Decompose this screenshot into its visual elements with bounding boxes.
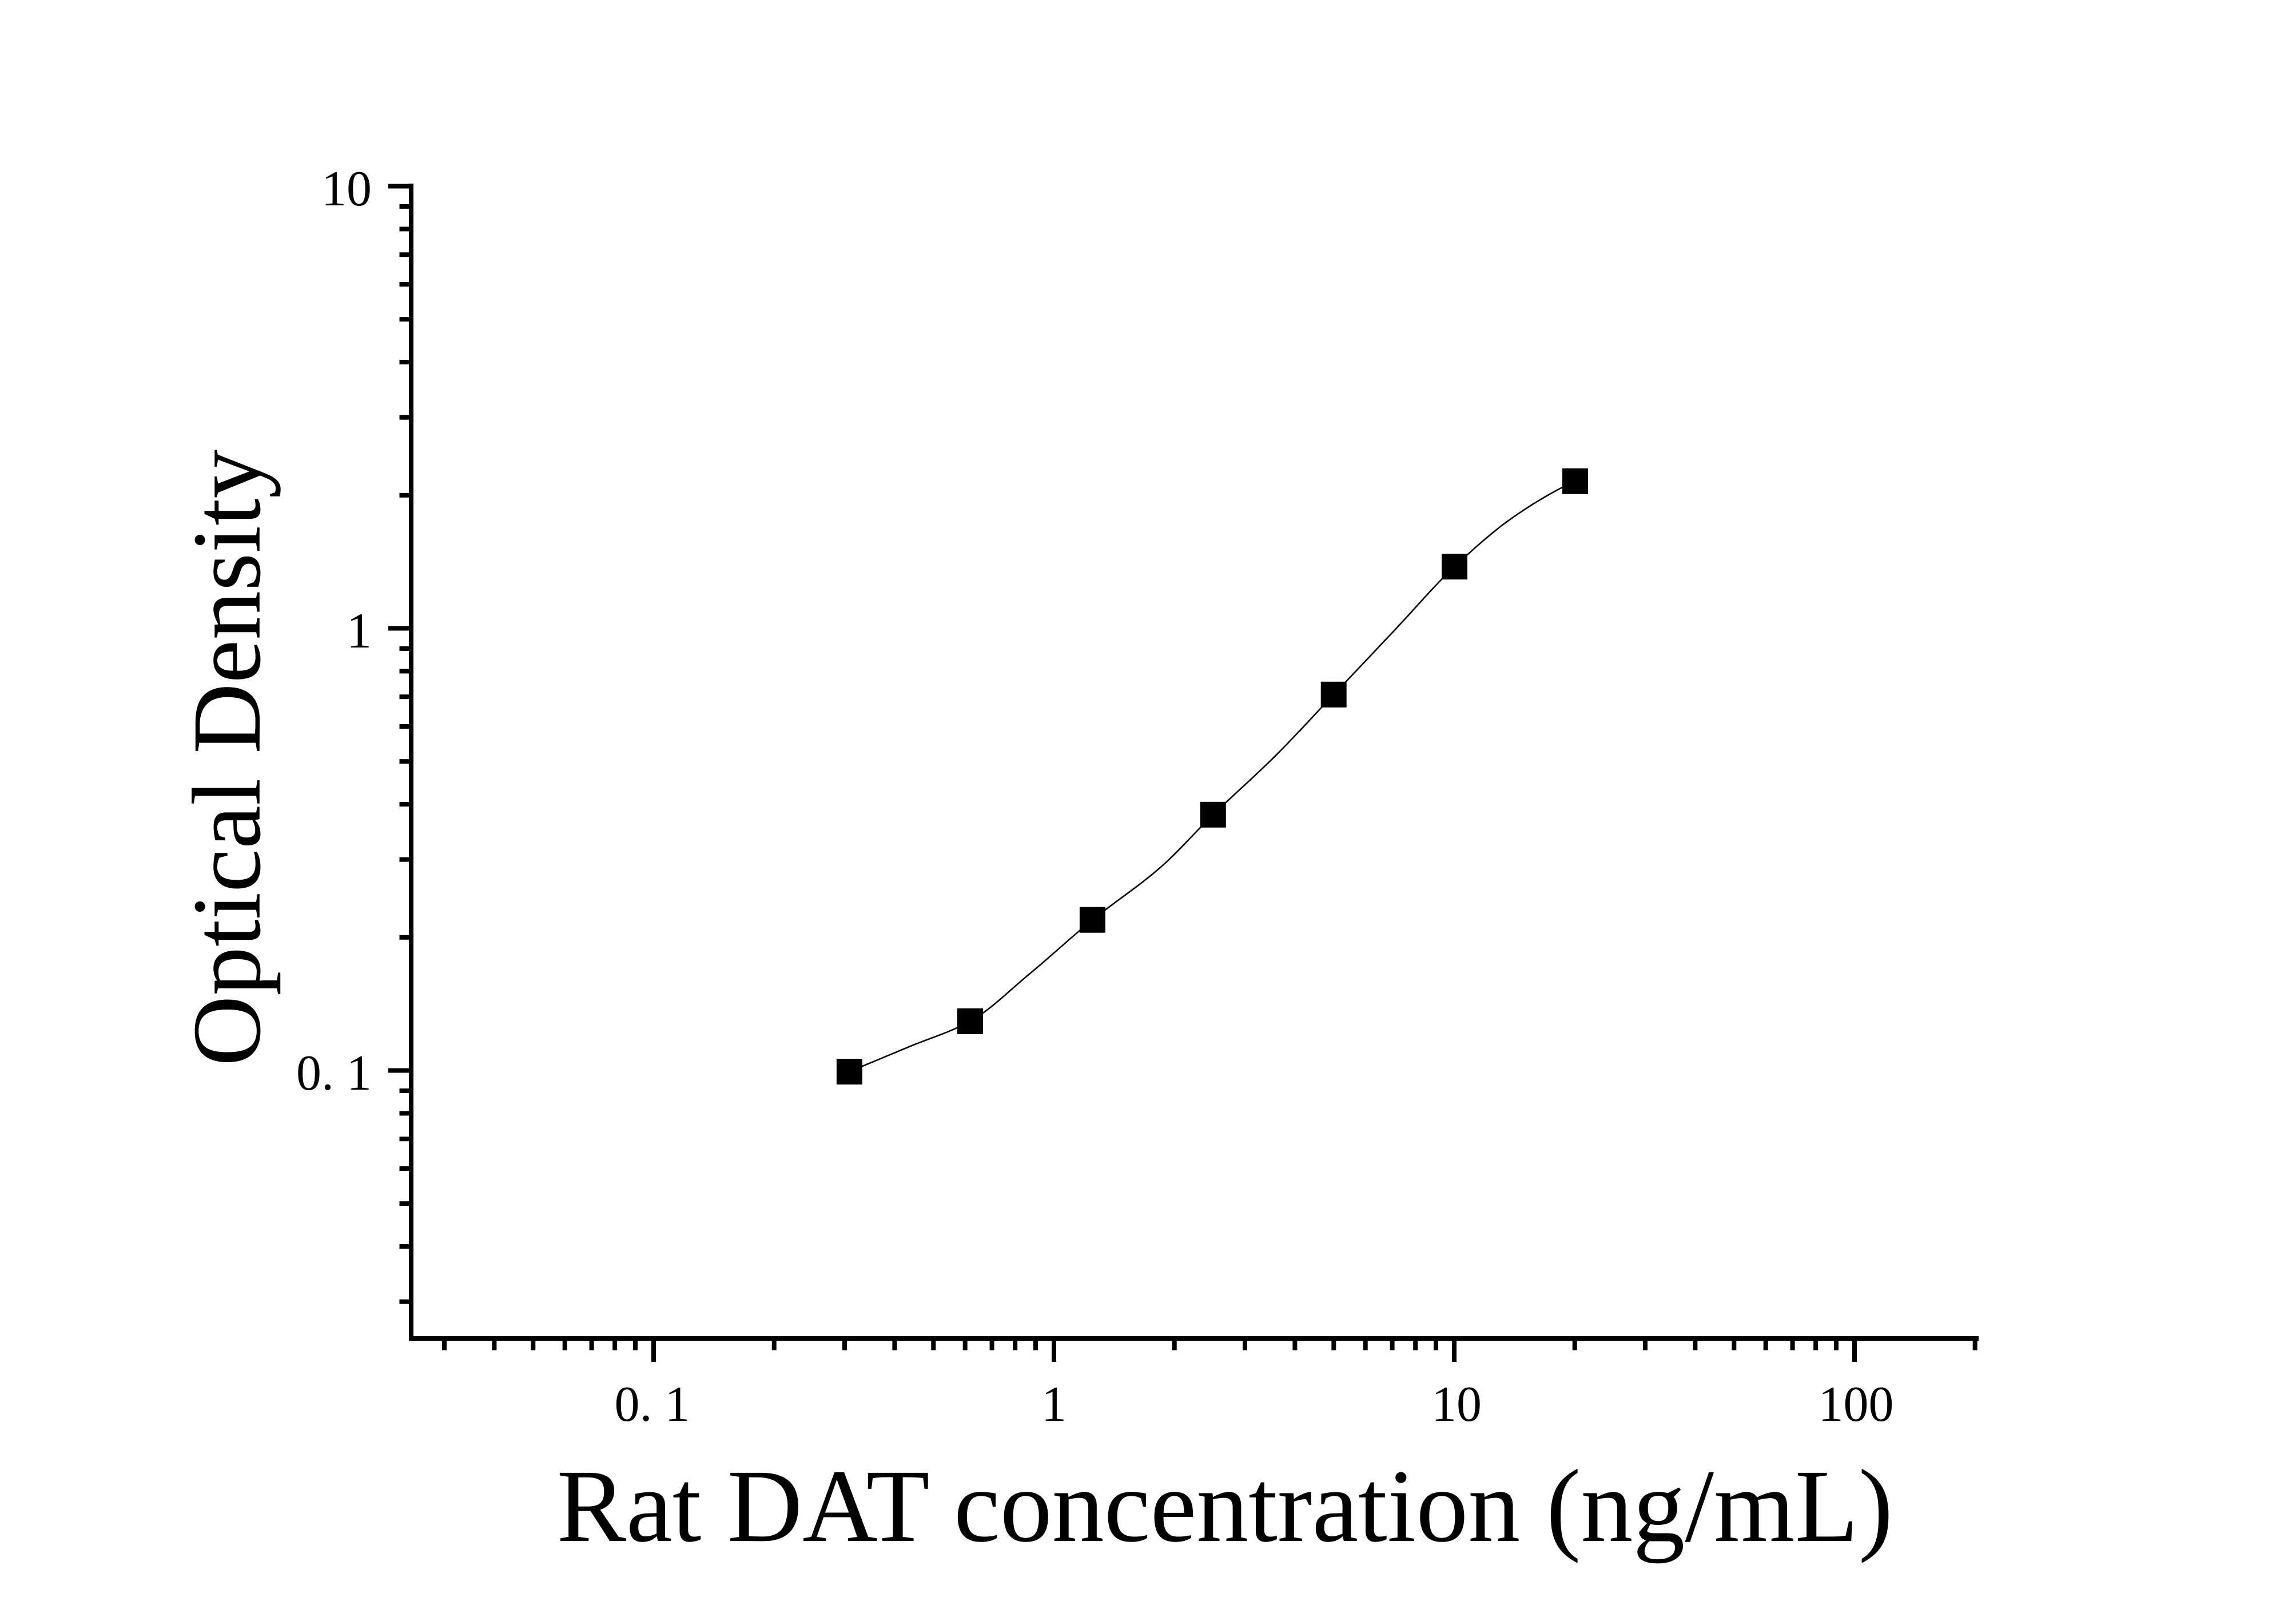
svg-text:0. 1: 0. 1 <box>296 1046 372 1101</box>
svg-text:Optical Density: Optical Density <box>173 450 281 1066</box>
svg-text:10: 10 <box>1431 1377 1482 1432</box>
svg-text:100: 100 <box>1819 1377 1894 1432</box>
svg-text:Rat DAT concentration (ng/mL): Rat DAT concentration (ng/mL) <box>557 1449 1893 1564</box>
svg-text:1: 1 <box>1041 1377 1067 1432</box>
svg-text:10: 10 <box>321 161 372 217</box>
svg-text:1: 1 <box>347 603 372 659</box>
svg-text:0. 1: 0. 1 <box>615 1377 690 1432</box>
